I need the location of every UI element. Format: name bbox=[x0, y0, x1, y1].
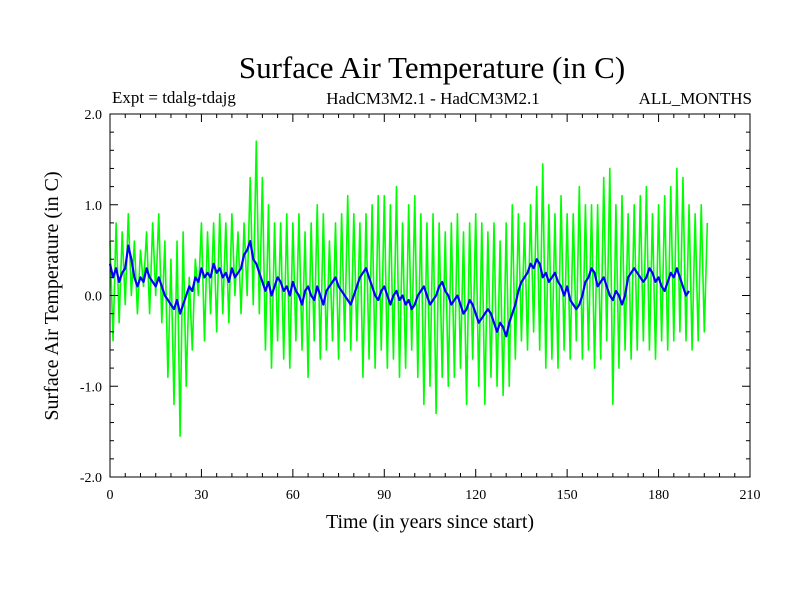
tick-layer: 0 30 60 90 120 150 180 210 -2.0 -1.0 0.0 1.0 2.0 bbox=[80, 108, 761, 503]
x-tick-label: 180 bbox=[648, 488, 669, 503]
x-tick-label: 30 bbox=[194, 488, 208, 503]
series-line-2 bbox=[108, 239, 690, 338]
chart-title: Surface Air Temperature (in C) bbox=[239, 50, 625, 85]
x-tick-label: 0 bbox=[107, 488, 114, 503]
y-axis-label: Surface Air Temperature (in C) bbox=[41, 171, 63, 420]
x-tick-label: 90 bbox=[377, 488, 391, 503]
y-tick-label: 0.0 bbox=[85, 290, 103, 305]
y-tick-label: -1.0 bbox=[80, 380, 102, 395]
chart-subtitle-left: Expt = tdalg-tdajg bbox=[112, 88, 236, 107]
x-axis-label: Time (in years since start) bbox=[326, 511, 534, 533]
y-tick-label: 1.0 bbox=[85, 199, 103, 214]
x-tick-label: 150 bbox=[557, 488, 578, 503]
y-tick-label: 2.0 bbox=[85, 108, 103, 123]
x-tick-label: 60 bbox=[286, 488, 300, 503]
y-tick-label: -2.0 bbox=[80, 471, 102, 486]
x-tick-label: 120 bbox=[465, 488, 486, 503]
series-line-1 bbox=[109, 140, 709, 437]
series-layer bbox=[108, 140, 709, 437]
chart-subtitle-center: HadCM3M2.1 - HadCM3M2.1 bbox=[326, 89, 539, 108]
x-tick-label: 210 bbox=[740, 488, 761, 503]
chart-subtitle-right: ALL_MONTHS bbox=[639, 89, 752, 108]
